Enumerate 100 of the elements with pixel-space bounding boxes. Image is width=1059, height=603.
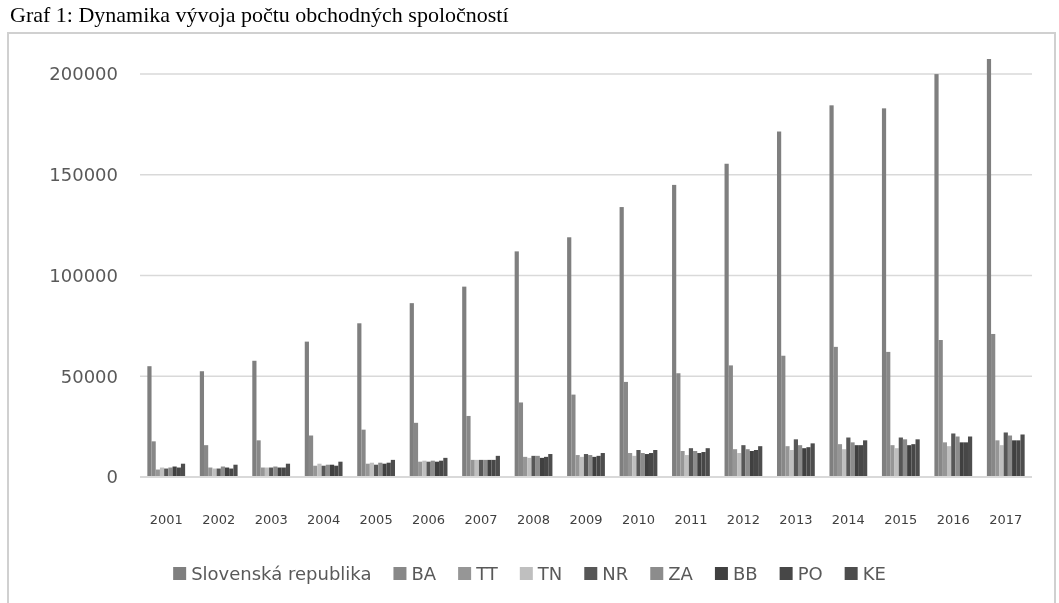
bar — [1007, 435, 1013, 477]
y-tick-label: 100000 — [49, 264, 118, 286]
bar — [535, 455, 540, 477]
bar — [829, 105, 834, 477]
bar — [252, 360, 257, 477]
bar — [915, 439, 920, 477]
bar — [531, 455, 536, 477]
bar — [967, 436, 973, 477]
bar — [693, 451, 698, 477]
x-tick-label: 2009 — [569, 512, 603, 528]
bar — [357, 323, 362, 477]
bar — [600, 453, 605, 477]
bar — [462, 286, 467, 477]
bar — [147, 366, 152, 477]
legend-label: BB — [732, 563, 758, 584]
x-tick-label: 2016 — [936, 512, 970, 528]
bar — [806, 447, 811, 477]
bar — [741, 445, 746, 477]
bar — [640, 453, 645, 477]
bar — [999, 445, 1004, 477]
bar — [672, 184, 677, 477]
bar — [934, 74, 939, 477]
bar — [575, 455, 580, 477]
bar — [850, 442, 855, 477]
bar — [648, 453, 654, 477]
bar — [907, 445, 912, 477]
bar — [212, 468, 217, 477]
bar — [539, 457, 545, 477]
bar — [863, 440, 868, 477]
bar — [233, 464, 238, 477]
bar — [684, 455, 689, 477]
x-tick-label: 2002 — [202, 512, 236, 528]
legend-label: TT — [475, 563, 499, 584]
bar — [732, 449, 738, 477]
bar — [636, 450, 641, 477]
legend-label: PO — [797, 563, 823, 584]
x-tick-label: 2017 — [989, 512, 1023, 528]
bar — [785, 446, 790, 477]
x-tick-label: 2004 — [307, 512, 341, 528]
bar — [810, 443, 815, 477]
bar — [701, 452, 706, 477]
bar — [951, 433, 956, 477]
bar — [632, 455, 637, 477]
bar — [749, 451, 754, 477]
bar — [745, 449, 750, 477]
bar — [1020, 434, 1025, 477]
bar — [846, 437, 851, 477]
bar — [947, 446, 952, 477]
y-tick-label: 200000 — [49, 63, 118, 85]
bar — [724, 163, 729, 477]
bar — [890, 445, 895, 477]
legend-label: BA — [411, 563, 437, 584]
x-tick-label: 2003 — [254, 512, 288, 528]
bar — [527, 457, 532, 477]
bar — [277, 467, 282, 477]
bar — [317, 463, 322, 477]
legend-label: TN — [536, 563, 563, 584]
bar — [680, 451, 685, 477]
bar — [514, 251, 519, 477]
y-tick-label: 0 — [106, 466, 118, 488]
bar — [776, 131, 782, 477]
bar — [627, 453, 633, 477]
bar — [619, 207, 624, 477]
x-tick-label: 2014 — [831, 512, 865, 528]
bar — [837, 444, 843, 477]
bar — [495, 455, 500, 477]
bar — [583, 454, 589, 477]
bar — [596, 455, 601, 477]
x-tick-label: 2001 — [149, 512, 183, 528]
bar — [653, 450, 658, 477]
bar — [737, 453, 742, 477]
chart-title: Graf 1: Dynamika vývoja počtu obchodných spoločností — [10, 2, 509, 27]
x-tick-label: 2007 — [464, 512, 498, 528]
legend-label: ZA — [668, 563, 694, 584]
bar — [894, 448, 899, 477]
bar — [881, 108, 887, 477]
bar — [1003, 432, 1008, 477]
bar — [959, 442, 964, 477]
bar — [802, 448, 807, 477]
bar — [789, 450, 794, 477]
bar — [955, 436, 960, 477]
x-tick-label: 2013 — [779, 512, 813, 528]
bar — [697, 453, 702, 477]
bar — [168, 467, 173, 477]
bar — [986, 59, 992, 477]
bar — [199, 371, 205, 477]
bar — [548, 454, 553, 477]
bar — [758, 446, 763, 477]
x-tick-label: 2011 — [674, 512, 708, 528]
bar — [588, 455, 593, 477]
y-tick-label: 50000 — [60, 365, 118, 387]
bar — [426, 461, 431, 477]
bar — [902, 439, 908, 477]
bar — [942, 442, 947, 477]
x-tick-label: 2008 — [516, 512, 551, 528]
x-tick-label: 2005 — [359, 512, 393, 528]
bar — [842, 449, 847, 477]
bar — [995, 440, 1000, 477]
bar — [567, 237, 572, 477]
bar — [797, 445, 803, 477]
